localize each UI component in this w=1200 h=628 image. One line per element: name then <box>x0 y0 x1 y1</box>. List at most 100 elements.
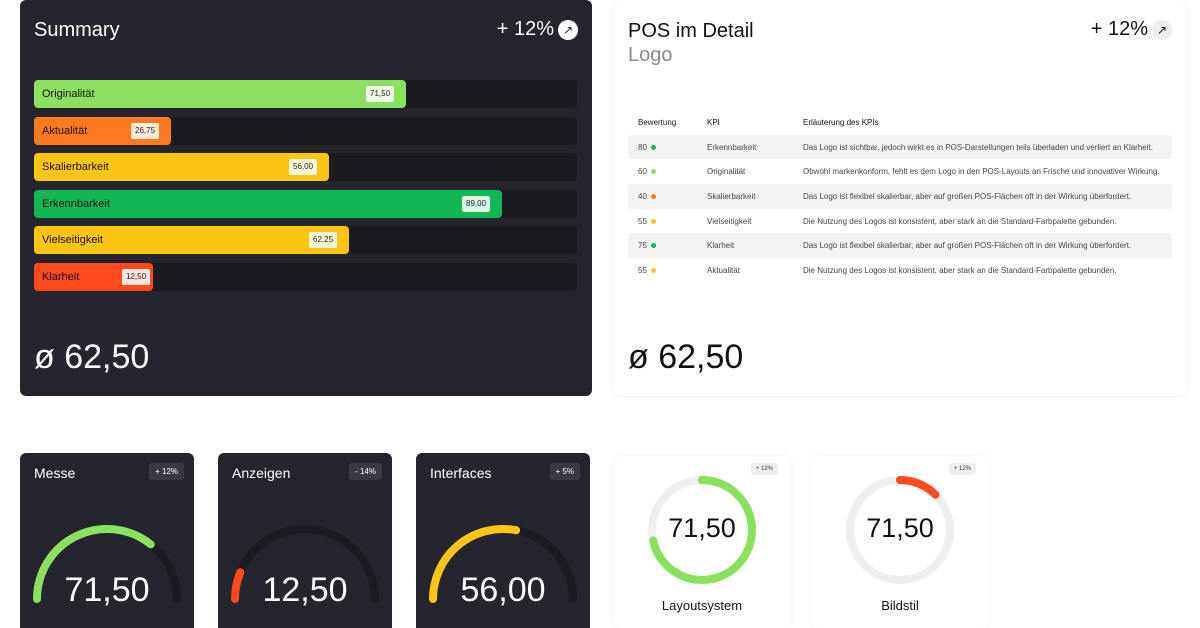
table-header: Bewertung KPI Erläuterung des KPIs <box>628 110 1172 135</box>
score-cell: 80 <box>638 143 707 152</box>
score-cell: 40 <box>638 192 707 201</box>
bar-value: 62,25 <box>309 232 338 248</box>
ring-label: Layoutsystem <box>661 598 743 613</box>
summary-title: Summary <box>34 19 120 41</box>
bar-label: Originalität <box>42 88 95 100</box>
delta-badge: + 5% <box>549 463 580 480</box>
score-value: 55 <box>638 216 647 226</box>
gauge-title: Interfaces <box>430 465 492 481</box>
kpi-cell: Originalität <box>707 167 746 177</box>
arrow-up-right-icon[interactable]: ↗ <box>1152 19 1172 40</box>
score-cell: 55 <box>638 217 707 226</box>
gauge-arc <box>231 525 379 603</box>
delta-badge: + 12% <box>948 463 976 475</box>
status-dot <box>650 169 656 175</box>
explanation-cell: Die Nutzung des Logos ist konsistent, ab… <box>803 265 1117 275</box>
summary-card: Summary + 12% ↗ Originalität 71,50 Aktual… <box>20 0 592 396</box>
ring-card-bildstil: + 12% 71,50 Bildstil <box>812 456 988 628</box>
table-row: 55 Vielseitigkeit Die Nutzung des Logos … <box>628 209 1172 234</box>
gauge-card-anzeigen: Anzeigen - 14% 12,50 <box>218 453 392 628</box>
header-erlaeuterung: Erläuterung des KPIs <box>803 117 879 127</box>
ring-chart <box>648 476 756 584</box>
bar-value: 71,50 <box>366 86 395 102</box>
bar-value: 89,00 <box>462 195 491 212</box>
bar-row: Klarheit 12,50 <box>34 262 577 291</box>
bar-label: Skalierbarkeit <box>42 161 109 173</box>
gauge-title: Anzeigen <box>232 465 291 481</box>
header-bewertung: Bewertung <box>638 117 677 127</box>
explanation-cell: Das Logo ist sichtbar, jedoch wirkt es i… <box>803 142 1153 152</box>
score-value: 40 <box>638 191 647 201</box>
score-cell: 75 <box>638 241 707 250</box>
pos-delta-value: + 12% <box>1090 18 1148 40</box>
bar-fill: Skalierbarkeit 56,00 <box>34 153 329 181</box>
table-row: 60 Originalität Obwohl markenkonform, fe… <box>628 159 1172 184</box>
bar-fill: Aktualität 26,75 <box>34 116 171 145</box>
status-dot <box>650 267 656 273</box>
table-row: 75 Klarheit Das Logo ist flexibel skalie… <box>628 233 1172 259</box>
gauge-value: 56,00 <box>460 571 546 609</box>
gauge-value: 12,50 <box>262 571 348 609</box>
bar-label: Vielseitigkeit <box>42 234 103 246</box>
kpi-cell: Aktualität <box>707 265 740 275</box>
summary-bars: Originalität 71,50 Aktualität 26,75 Skalie… <box>34 80 577 299</box>
arrow-up-right-icon[interactable]: ↗ <box>558 19 578 40</box>
pos-delta: + 12% ↗ <box>1091 18 1172 41</box>
score-value: 80 <box>638 142 647 152</box>
pos-subtitle: Logo <box>628 44 673 66</box>
score-cell: 60 <box>638 167 707 176</box>
gauge-arc <box>33 525 181 603</box>
kpi-cell: Erkennbarkeit <box>707 142 757 152</box>
status-dot <box>650 243 656 249</box>
bar-label: Klarheit <box>42 270 80 283</box>
bar-row: Erkennbarkeit 89,00 <box>34 189 577 218</box>
summary-delta: + 12% ↗ <box>497 18 578 41</box>
score-value: 55 <box>638 265 647 275</box>
score-cell: 55 <box>638 266 707 275</box>
explanation-cell: Obwohl markenkonform, fehlt es dem Logo … <box>803 167 1160 177</box>
bar-fill: Originalität 71,50 <box>34 80 406 108</box>
gauge-progress <box>231 568 245 603</box>
gauge-track <box>231 525 379 603</box>
status-dot <box>650 218 656 224</box>
gauge-card-interfaces: Interfaces + 5% 56,00 <box>416 453 590 628</box>
explanation-cell: Die Nutzung des Logos ist konsistent, ab… <box>803 216 1117 226</box>
bar-row: Vielseitigkeit 62,25 <box>34 226 577 254</box>
bar-row: Skalierbarkeit 56,00 <box>34 153 577 181</box>
pos-title: POS im Detail <box>628 20 754 42</box>
bar-value: 26,75 <box>131 122 160 139</box>
delta-badge: + 12% <box>149 463 184 480</box>
status-dot <box>650 193 656 199</box>
delta-badge: - 14% <box>349 463 382 480</box>
status-dot <box>650 144 656 150</box>
ring-label: Bildstil <box>881 598 919 613</box>
pos-detail-card: POS im Detail Logo + 12% ↗ Bewertung KPI… <box>614 0 1186 396</box>
bar-row: Aktualität 26,75 <box>34 116 577 145</box>
pos-average: ø 62,50 <box>628 338 744 376</box>
bar-fill: Erkennbarkeit 89,00 <box>34 189 502 218</box>
bar-value: 56,00 <box>289 159 318 175</box>
gauge-progress <box>33 525 155 603</box>
gauge-arc <box>429 525 577 603</box>
ring-value: 71,50 <box>668 513 736 543</box>
header-kpi: KPI <box>707 117 720 127</box>
ring-progress <box>846 476 954 584</box>
table-row: 55 Aktualität Die Nutzung des Logos ist … <box>628 258 1172 283</box>
table-row: 40 Skalierbarkeit Das Logo ist flexibel … <box>628 184 1172 209</box>
gauge-value: 71,50 <box>64 571 150 609</box>
bar-fill: Vielseitigkeit 62,25 <box>34 226 349 254</box>
ring-progress <box>648 476 756 584</box>
table-row: 80 Erkennbarkeit Das Logo ist sichtbar, … <box>628 134 1172 160</box>
kpi-cell: Klarheit <box>707 241 735 251</box>
score-value: 75 <box>638 241 647 251</box>
delta-badge: + 12% <box>750 463 778 475</box>
bar-row: Originalität 71,50 <box>34 80 577 108</box>
ring-card-layoutsystem: + 12% 71,50 Layoutsystem <box>614 456 790 628</box>
bar-value: 12,50 <box>122 268 151 285</box>
bar-label: Aktualität <box>42 124 88 137</box>
ring-chart <box>846 476 954 584</box>
ring-value: 71,50 <box>866 513 934 543</box>
kpi-table: Bewertung KPI Erläuterung des KPIs 80 Er… <box>628 110 1172 283</box>
gauge-title: Messe <box>34 465 76 481</box>
summary-delta-value: + 12% <box>496 18 554 40</box>
